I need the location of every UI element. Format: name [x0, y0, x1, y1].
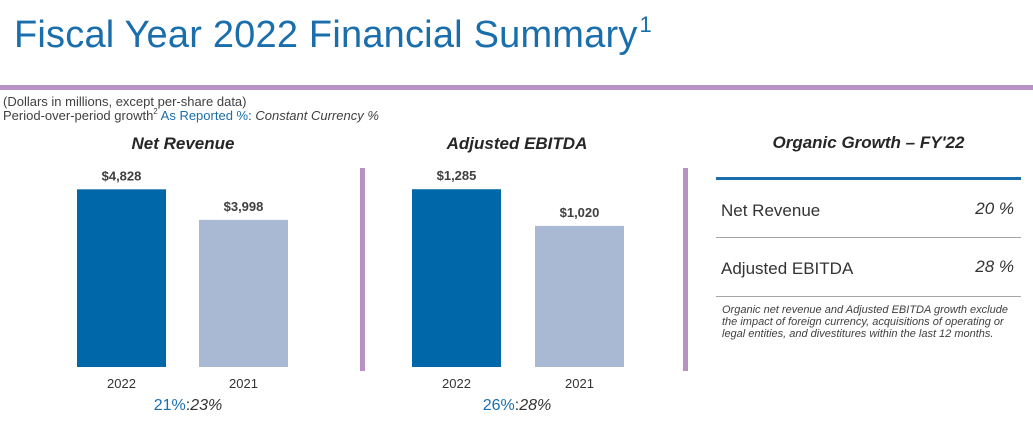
organic-growth-title: Organic Growth – FY'22 — [772, 133, 965, 152]
organic-row-value: 28 % — [975, 257, 1014, 276]
adjusted-ebitda-value-label: $1,020 — [560, 205, 600, 220]
adjusted-ebitda-value-label: $1,285 — [437, 168, 477, 183]
organic-table-bottom-rule — [716, 296, 1021, 297]
chart-divider-left — [360, 168, 365, 371]
net-revenue-growth-sep: : — [185, 397, 191, 414]
constant-currency-label: Constant Currency % — [255, 108, 379, 123]
organic-row-value: 20 % — [975, 199, 1014, 218]
adjusted-ebitda-bar-2021 — [535, 225, 624, 367]
organic-row-label: Adjusted EBITDA — [721, 259, 854, 278]
bar-charts: $4,828 2022 $3,998 2021 $1,285 2022 $1,020 2021 — [77, 168, 624, 391]
header-rule — [0, 85, 1033, 90]
net-revenue-category-label: 2021 — [229, 376, 258, 391]
organic-row-adjusted-ebitda: Adjusted EBITDA 28 % — [716, 238, 1021, 294]
adjusted-ebitda-chart-title: Adjusted EBITDA — [446, 134, 588, 153]
net-revenue-bar-2021 — [199, 219, 288, 367]
organic-row-separator — [716, 237, 1021, 238]
growth-legend-note: Period-over-period growth2 As Reported %… — [3, 107, 379, 123]
legend-colon: : — [248, 108, 252, 123]
net-revenue-value-label: $3,998 — [224, 199, 264, 214]
organic-row-label: Net Revenue — [721, 201, 821, 220]
net-revenue-growth-reported: 21% — [153, 397, 186, 414]
growth-prefix: Period-over-period growth — [3, 108, 154, 123]
title-footnote: 1 — [639, 12, 652, 37]
net-revenue-chart-title: Net Revenue — [131, 134, 235, 153]
organic-table-top-rule — [716, 177, 1021, 180]
adjusted-ebitda-category-label: 2021 — [565, 376, 594, 391]
ebitda-growth-reported: 26% — [482, 397, 515, 414]
units-note: (Dollars in millions, except per-share d… — [3, 94, 247, 109]
net-revenue-bar-2022 — [77, 189, 166, 367]
organic-row-net-revenue: Net Revenue 20 % — [716, 180, 1021, 236]
chart-divider-right — [683, 168, 688, 371]
page-title-text: Fiscal Year 2022 Financial Summary — [14, 14, 638, 56]
ebitda-growth-cc: 28% — [519, 397, 552, 414]
ebitda-growth: 26%:28% — [437, 397, 597, 415]
net-revenue-growth: 21%:23% — [108, 397, 268, 415]
page-title: Fiscal Year 2022 Financial Summary1 — [14, 12, 652, 57]
net-revenue-value-label: $4,828 — [102, 168, 142, 183]
organic-footnote: Organic net revenue and Adjusted EBITDA … — [722, 304, 1008, 340]
as-reported-label: As Reported % — [160, 108, 249, 123]
adjusted-ebitda-bar-2022 — [412, 189, 501, 367]
net-revenue-growth-cc: 23% — [190, 397, 223, 414]
growth-footnote: 2 — [153, 107, 158, 116]
net-revenue-category-label: 2022 — [107, 376, 136, 391]
ebitda-growth-sep: : — [514, 397, 520, 414]
adjusted-ebitda-category-label: 2022 — [442, 376, 471, 391]
